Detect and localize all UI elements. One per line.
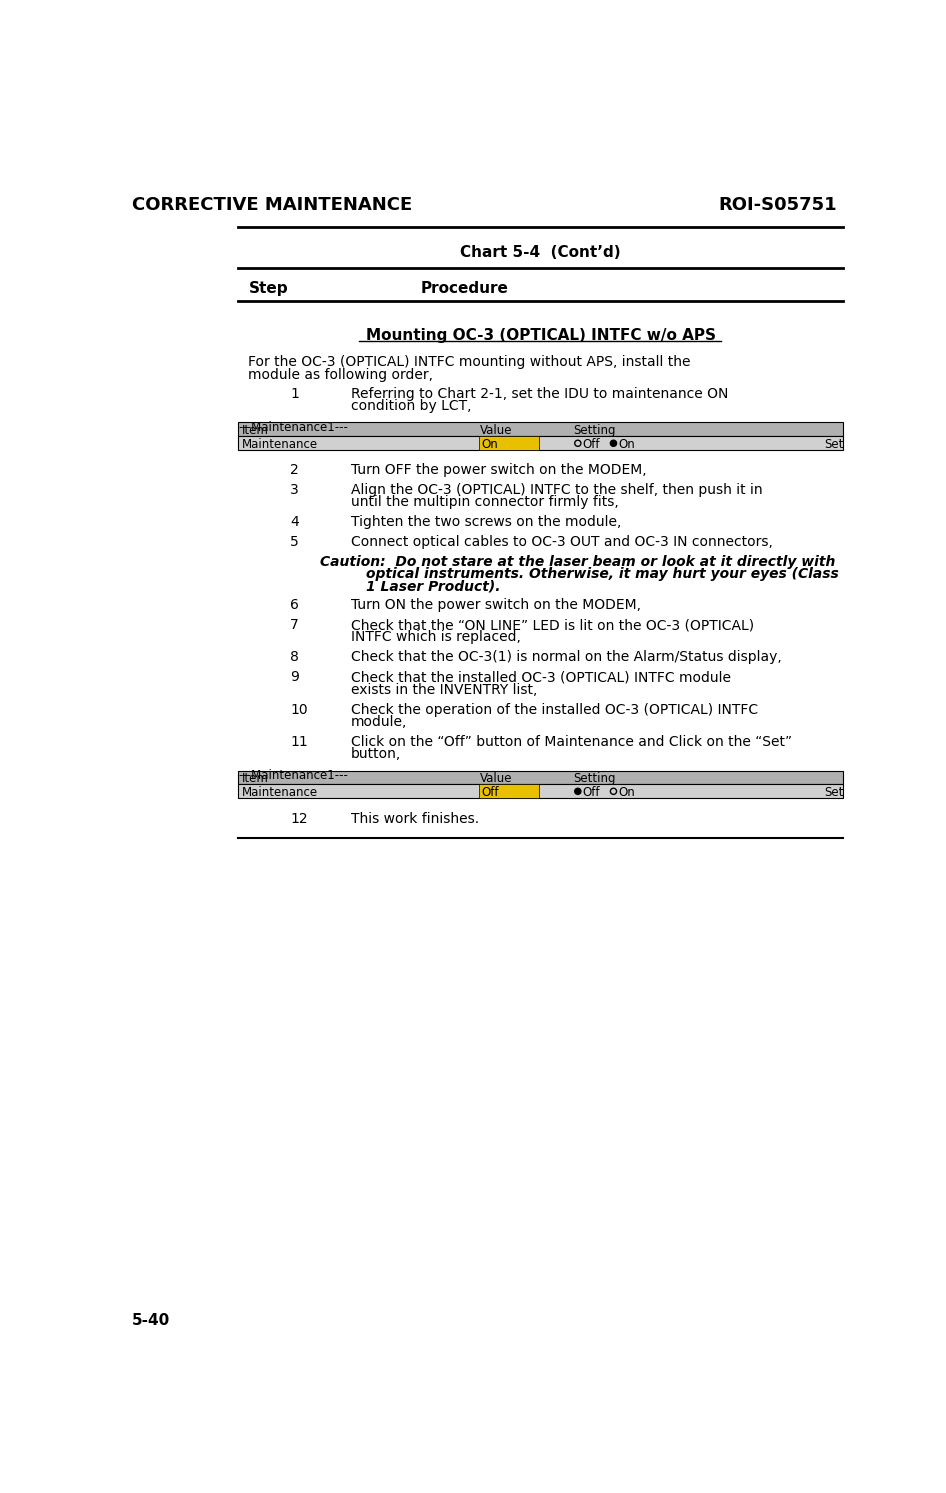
Text: Tighten the two screws on the module,: Tighten the two screws on the module, <box>351 515 622 529</box>
Text: 5-40: 5-40 <box>132 1312 170 1327</box>
Text: 10: 10 <box>290 703 308 717</box>
Text: 1: 1 <box>290 387 299 402</box>
Text: Set: Set <box>824 437 844 451</box>
Bar <box>238 423 843 436</box>
Text: 8: 8 <box>290 651 299 664</box>
Text: Set: Set <box>824 785 844 799</box>
Text: Align the OC-3 (OPTICAL) INTFC to the shelf, then push it in: Align the OC-3 (OPTICAL) INTFC to the sh… <box>351 482 762 497</box>
Bar <box>238 784 843 799</box>
Text: Click on the “Off” button of Maintenance and Click on the “Set”: Click on the “Off” button of Maintenance… <box>351 735 792 749</box>
Text: INTFC which is replaced,: INTFC which is replaced, <box>351 630 520 645</box>
Bar <box>479 436 539 451</box>
Text: 4: 4 <box>290 515 299 529</box>
Bar <box>238 770 843 784</box>
Text: 2: 2 <box>290 463 299 476</box>
Text: Check that the installed OC-3 (OPTICAL) INTFC module: Check that the installed OC-3 (OPTICAL) … <box>351 670 730 684</box>
Circle shape <box>610 440 617 446</box>
Text: 5: 5 <box>290 534 299 549</box>
Text: Procedure: Procedure <box>421 281 508 296</box>
Text: On: On <box>482 437 499 451</box>
Text: 7: 7 <box>290 618 299 632</box>
Text: Step: Step <box>249 281 289 296</box>
Bar <box>479 784 539 799</box>
Text: Maintenance: Maintenance <box>241 785 318 799</box>
Text: Off: Off <box>583 785 600 799</box>
Text: module as following order,: module as following order, <box>249 367 433 382</box>
Text: 1 Laser Product).: 1 Laser Product). <box>366 579 500 594</box>
Text: This work finishes.: This work finishes. <box>351 812 479 826</box>
Text: On: On <box>618 437 635 451</box>
Text: Referring to Chart 2-1, set the IDU to maintenance ON: Referring to Chart 2-1, set the IDU to m… <box>351 387 728 402</box>
Text: ROI-S05751: ROI-S05751 <box>719 196 837 213</box>
Text: Turn OFF the power switch on the MODEM,: Turn OFF the power switch on the MODEM, <box>351 463 646 476</box>
Text: CORRECTIVE MAINTENANCE: CORRECTIVE MAINTENANCE <box>132 196 412 213</box>
Text: Mounting OC-3 (OPTICAL) INTFC w/o APS: Mounting OC-3 (OPTICAL) INTFC w/o APS <box>365 328 715 343</box>
Text: optical instruments. Otherwise, it may hurt your eyes (Class: optical instruments. Otherwise, it may h… <box>366 567 839 581</box>
Text: ---Maintenance1---: ---Maintenance1--- <box>238 769 348 782</box>
Text: Check the operation of the installed OC-3 (OPTICAL) INTFC: Check the operation of the installed OC-… <box>351 703 758 717</box>
Text: Off: Off <box>583 437 600 451</box>
Text: ---Maintenance1---: ---Maintenance1--- <box>238 421 348 434</box>
Text: 11: 11 <box>290 735 308 749</box>
Text: Check that the OC-3(1) is normal on the Alarm/Status display,: Check that the OC-3(1) is normal on the … <box>351 651 781 664</box>
Text: module,: module, <box>351 715 407 729</box>
Text: Setting: Setting <box>573 424 616 437</box>
Text: On: On <box>618 785 635 799</box>
Text: Off: Off <box>482 785 499 799</box>
Text: Maintenance: Maintenance <box>241 437 318 451</box>
Text: Turn ON the power switch on the MODEM,: Turn ON the power switch on the MODEM, <box>351 599 640 612</box>
Circle shape <box>575 788 581 794</box>
Text: 6: 6 <box>290 599 299 612</box>
Text: Setting: Setting <box>573 772 616 785</box>
Text: Chart 5-4  (Cont’d): Chart 5-4 (Cont’d) <box>461 245 621 260</box>
Text: Value: Value <box>481 772 513 785</box>
Bar <box>238 436 843 451</box>
Text: Check that the “ON LINE” LED is lit on the OC-3 (OPTICAL): Check that the “ON LINE” LED is lit on t… <box>351 618 754 632</box>
Text: Item: Item <box>241 424 269 437</box>
Text: Item: Item <box>241 772 269 785</box>
Text: For the OC-3 (OPTICAL) INTFC mounting without APS, install the: For the OC-3 (OPTICAL) INTFC mounting wi… <box>249 355 691 369</box>
Text: exists in the INVENTRY list,: exists in the INVENTRY list, <box>351 682 537 697</box>
Text: 9: 9 <box>290 670 299 684</box>
Text: Caution:  Do not stare at the laser beam or look at it directly with: Caution: Do not stare at the laser beam … <box>320 555 835 569</box>
Text: Value: Value <box>481 424 513 437</box>
Text: Connect optical cables to OC-3 OUT and OC-3 IN connectors,: Connect optical cables to OC-3 OUT and O… <box>351 534 773 549</box>
Text: 3: 3 <box>290 482 299 497</box>
Text: condition by LCT,: condition by LCT, <box>351 400 471 414</box>
Text: button,: button, <box>351 748 401 761</box>
Text: until the multipin connector firmly fits,: until the multipin connector firmly fits… <box>351 494 619 509</box>
Text: 12: 12 <box>290 812 308 826</box>
